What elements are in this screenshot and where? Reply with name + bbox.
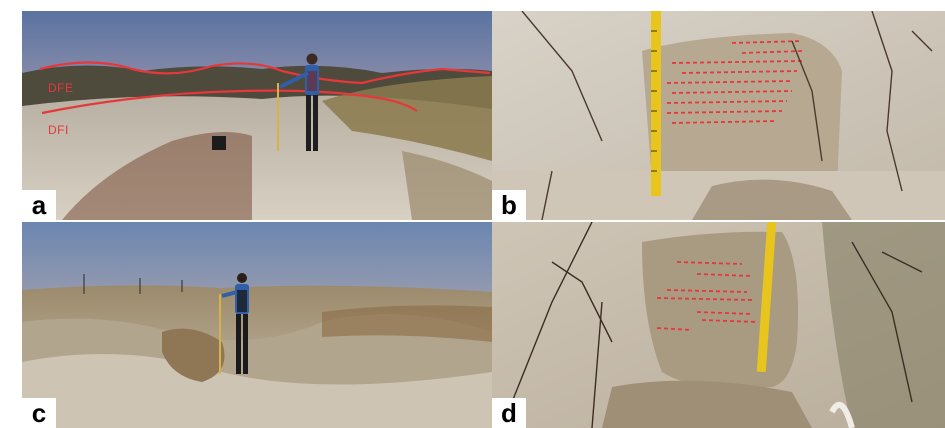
panel-a-label: a	[22, 190, 56, 220]
panel-b-scene	[492, 11, 945, 220]
panel-c-photo: c	[22, 222, 492, 428]
dfi-label: DFI	[48, 123, 69, 137]
panel-a-photo: DFE DFI a	[22, 11, 492, 220]
panel-c-label: c	[22, 398, 56, 428]
d-measure-lines	[656, 261, 758, 331]
b-tape-measure	[651, 11, 661, 196]
panel-b-photo: b	[492, 11, 945, 220]
panel-d-photo: d	[492, 222, 945, 428]
dfe-line	[39, 61, 491, 85]
panel-d-label: d	[492, 398, 526, 428]
b-measure-lines	[666, 40, 803, 124]
person-figure	[277, 53, 319, 151]
panel-c-scene	[22, 222, 492, 428]
dfe-label: DFE	[48, 81, 74, 95]
panel-b-label: b	[492, 190, 526, 220]
dfi-line	[41, 89, 418, 115]
panel-d-scene	[492, 222, 945, 428]
person-figure-c	[219, 273, 249, 374]
panel-a-scene	[22, 11, 492, 220]
d-tape-measure	[756, 222, 777, 373]
